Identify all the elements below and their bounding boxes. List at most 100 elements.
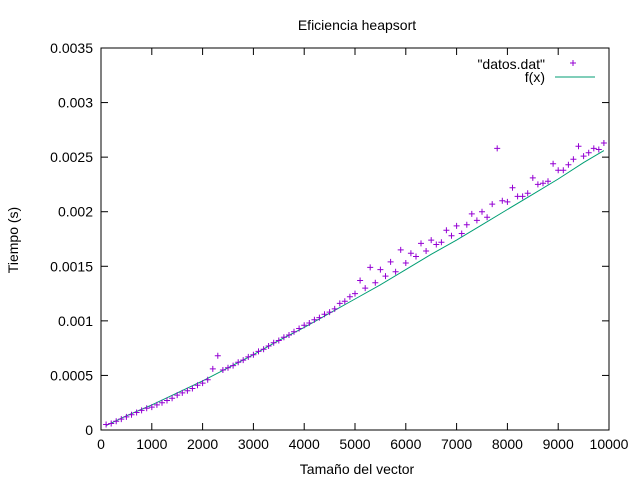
- data-point: [418, 240, 424, 247]
- legend-label-datos: "datos.dat": [477, 56, 545, 72]
- data-point: [184, 387, 191, 394]
- data-point: [433, 241, 440, 248]
- y-tick-label: 0.002: [58, 204, 93, 220]
- data-point: [346, 293, 353, 300]
- data-point: [392, 268, 399, 275]
- plot-area: [100, 47, 610, 431]
- x-tick-label: 2000: [187, 436, 218, 452]
- data-point: [280, 334, 287, 341]
- data-point: [509, 184, 516, 191]
- data-point: [438, 239, 445, 246]
- data-point: [423, 248, 430, 254]
- data-point: [153, 401, 160, 408]
- data-point: [341, 298, 348, 305]
- data-point: [499, 197, 506, 204]
- y-tick-label: 0.0025: [50, 149, 93, 165]
- data-point: [560, 167, 567, 174]
- data-point: [291, 328, 297, 335]
- data-point: [164, 397, 170, 404]
- data-point: [159, 399, 165, 406]
- x-tick-label: 10000: [590, 436, 629, 452]
- data-point: [103, 421, 110, 428]
- data-point: [367, 264, 374, 271]
- legend: "datos.dat" f(x): [477, 56, 595, 85]
- data-point: [570, 156, 577, 163]
- data-point: [316, 314, 323, 321]
- data-point: [235, 359, 242, 366]
- data-point: [169, 395, 176, 402]
- data-point: [214, 352, 221, 359]
- data-point: [199, 380, 206, 387]
- series-fx: [105, 150, 605, 427]
- x-tick-label: 4000: [289, 436, 320, 452]
- data-point: [138, 407, 145, 414]
- data-point: [123, 413, 130, 420]
- data-point: [352, 290, 358, 297]
- data-point: [529, 174, 536, 181]
- data-point: [275, 337, 282, 344]
- y-tick-label: 0: [85, 422, 93, 438]
- data-point: [545, 178, 551, 185]
- data-point: [118, 416, 125, 423]
- data-point: [301, 322, 308, 329]
- data-point: [362, 285, 369, 292]
- data-point: [387, 258, 394, 265]
- data-point: [133, 409, 140, 416]
- data-point: [407, 250, 414, 257]
- data-point: [585, 149, 592, 156]
- data-point: [595, 146, 602, 153]
- data-point: [189, 385, 196, 392]
- data-point: [113, 418, 120, 425]
- y-tick-label: 0.0015: [50, 258, 93, 274]
- data-point: [540, 180, 546, 187]
- y-tick-label: 0.0035: [50, 40, 93, 56]
- data-point: [534, 181, 541, 188]
- data-point: [550, 160, 557, 167]
- data-point: [265, 343, 272, 349]
- data-point: [108, 420, 115, 427]
- data-point: [555, 167, 562, 174]
- data-point: [174, 392, 181, 399]
- x-axis-label: Tamaño del vector: [300, 461, 415, 477]
- legend-label-fx: f(x): [525, 69, 545, 85]
- data-point: [590, 145, 597, 152]
- series-datos: [103, 140, 607, 428]
- data-point: [250, 351, 257, 358]
- data-point: [240, 357, 247, 364]
- x-tick-label: 5000: [339, 436, 370, 452]
- y-tick-label: 0.001: [58, 313, 93, 329]
- x-tick-label: 7000: [441, 436, 472, 452]
- data-point: [336, 300, 343, 307]
- data-point: [382, 273, 389, 280]
- data-point: [468, 210, 475, 217]
- chart-title: Eficiencia heapsort: [298, 17, 416, 33]
- y-axis-ticks: 0 0.0005 0.001 0.0015 0.002 0.0025 0.003 0.0035: [50, 40, 609, 438]
- data-point: [296, 325, 303, 332]
- y-tick-label: 0.003: [58, 95, 93, 111]
- data-point: [306, 320, 313, 326]
- data-point: [255, 348, 262, 355]
- data-point: [357, 277, 364, 284]
- data-point: [413, 253, 419, 260]
- data-point: [504, 198, 511, 205]
- data-point: [565, 161, 572, 168]
- data-point: [458, 230, 465, 237]
- data-point: [270, 339, 277, 346]
- data-point: [453, 222, 460, 229]
- data-point: [194, 382, 201, 389]
- data-point: [443, 227, 450, 234]
- data-point: [402, 260, 409, 266]
- data-point: [397, 246, 404, 253]
- series-line-fx: [105, 150, 605, 427]
- legend-marker-datos: [570, 60, 576, 66]
- data-point: [473, 217, 480, 224]
- data-point: [260, 346, 267, 353]
- plot-border: [100, 47, 610, 431]
- data-point: [331, 305, 338, 312]
- x-tick-label: 0: [97, 436, 105, 452]
- data-point: [575, 143, 582, 150]
- x-tick-label: 3000: [238, 436, 269, 452]
- x-tick-label: 6000: [390, 436, 421, 452]
- data-point: [448, 232, 455, 239]
